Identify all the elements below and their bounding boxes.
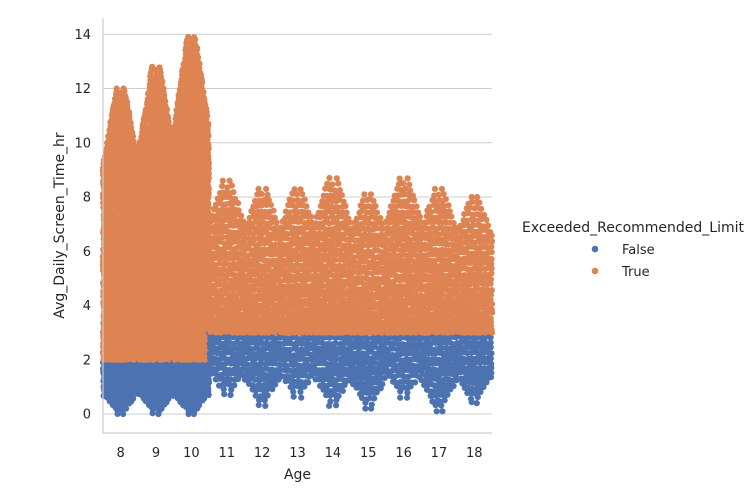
data-point	[165, 395, 172, 403]
data-point	[113, 85, 120, 92]
data-point	[262, 402, 269, 409]
data-point	[149, 63, 156, 70]
data-point	[305, 209, 312, 216]
data-point	[219, 177, 226, 184]
data-point	[263, 185, 270, 192]
data-point	[264, 191, 271, 198]
data-point	[335, 392, 342, 400]
data-point	[226, 177, 233, 184]
data-point	[108, 117, 115, 124]
data-point	[305, 379, 312, 386]
data-point	[128, 124, 135, 131]
data-point	[235, 207, 242, 214]
data-point	[185, 33, 192, 41]
data-point	[231, 382, 238, 389]
data-point	[130, 138, 137, 145]
data-point	[120, 85, 127, 92]
data-point	[106, 208, 113, 215]
data-point	[113, 325, 120, 332]
data-point	[327, 398, 334, 405]
data-point	[230, 189, 237, 196]
data-point	[238, 212, 245, 219]
data-point	[297, 186, 304, 193]
data-point	[270, 207, 277, 214]
data-point	[291, 186, 298, 193]
data-point	[271, 214, 278, 221]
data-point	[332, 402, 340, 409]
data-point	[265, 196, 272, 204]
data-point	[190, 34, 198, 41]
data-point	[122, 92, 129, 100]
data-point	[255, 185, 262, 192]
data-point	[298, 394, 305, 401]
data-point	[231, 195, 239, 203]
swarm-points	[99, 33, 496, 418]
data-point	[156, 64, 163, 71]
data-point	[301, 196, 308, 203]
data-point	[303, 203, 310, 210]
data-point	[264, 392, 271, 399]
data-point	[219, 182, 226, 190]
